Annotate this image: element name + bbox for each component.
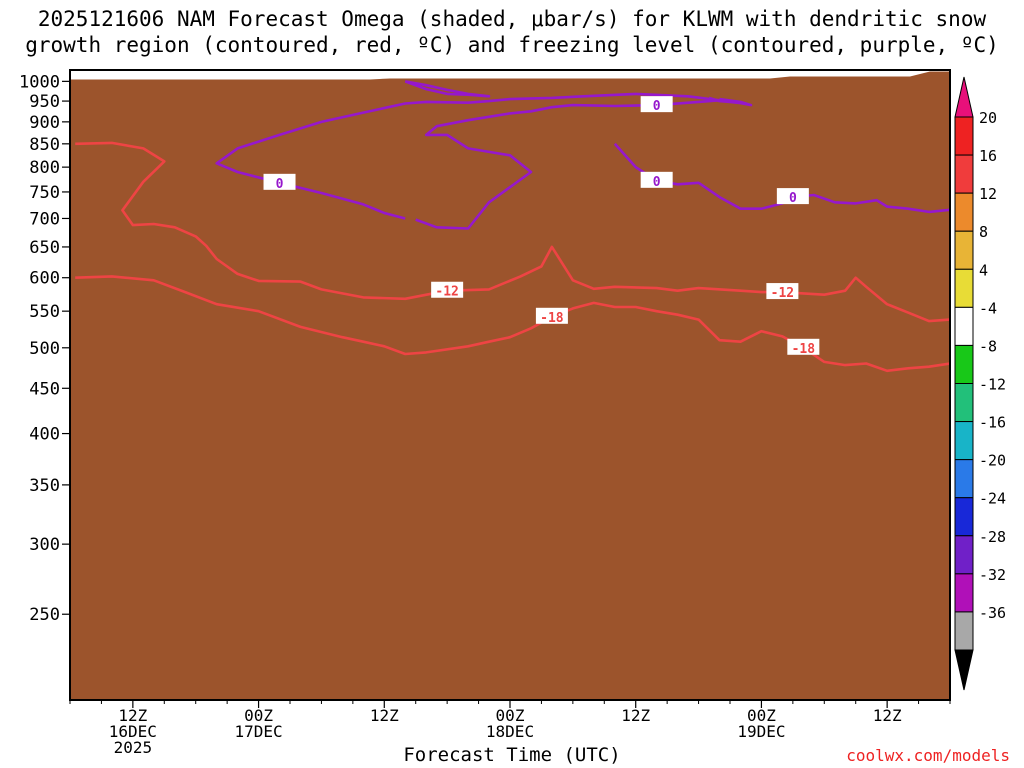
colorbar-bin-8 (954, 421, 974, 461)
colorbar-bin-3 (954, 230, 974, 270)
colorbar: 20 16 12 8 4 -4 -8 -12 -16 -20 -24 -28 -32 -36 (954, 76, 1006, 691)
colorbar-arrow-top (954, 76, 974, 118)
x-tick-label-0-0: 12Z (118, 706, 147, 725)
dgz-label-bg-0-0 (535, 307, 568, 324)
freezing-label-1-1: 0 (789, 191, 797, 206)
freezing-label-1-0: 0 (653, 175, 661, 190)
colorbar-label-9: -20 (979, 452, 1006, 470)
colorbar-label-2: 12 (979, 185, 997, 203)
dgz-label-0-0: -18 (540, 311, 564, 326)
chart-title: 2025121606 NAM Forecast Omega (shaded, μ… (0, 6, 1024, 58)
colorbar-label-6: -8 (979, 337, 997, 355)
dgz-label-1-0: -12 (435, 285, 458, 300)
colorbar-bin-6 (954, 344, 974, 384)
colorbar-bin-7 (954, 383, 974, 423)
terrain-layer (70, 71, 950, 700)
colorbar-bin-10 (954, 497, 974, 537)
y-tick-label-250: 250 (29, 605, 60, 625)
colorbar-label-3: 8 (979, 223, 988, 241)
colorbar-label-12: -32 (979, 566, 1006, 584)
y-tick-label-500: 500 (29, 339, 60, 359)
colorbar-bin-5 (954, 306, 974, 346)
freezing-label-bg-0-1 (640, 96, 673, 113)
x-tick-label-5-0: 00Z (747, 706, 776, 725)
terrain-band (70, 71, 950, 700)
x-tick-label-1-1: 17DEC (234, 722, 282, 741)
y-tick-label-350: 350 (29, 476, 60, 496)
freezing-label-bg-1-1 (776, 188, 809, 205)
freezing-contour-2 (404, 80, 491, 98)
freezing-contour-0 (215, 92, 721, 230)
colorbar-label-4: 4 (979, 261, 988, 279)
x-tick-label-5-1: 19DEC (737, 722, 785, 741)
x-tick-label-4-0: 12Z (621, 706, 650, 725)
dgz-label-1-1: -12 (771, 286, 794, 301)
x-tick-label-6-0: 12Z (873, 706, 902, 725)
colorbar-bin-13 (954, 611, 974, 651)
y-tick-label-450: 450 (29, 379, 60, 399)
dgz-contour-1 (75, 141, 950, 323)
colorbar-label-0: 20 (979, 109, 997, 127)
colorbar-bin-9 (954, 459, 974, 499)
y-tick-label-700: 700 (29, 209, 60, 229)
colorbar-label-13: -36 (979, 604, 1006, 622)
freezing-label-0-0: 0 (276, 177, 284, 192)
y-tick-label-1000: 1000 (19, 72, 60, 92)
colorbar-label-11: -28 (979, 528, 1006, 546)
dgz-label-bg-1-0 (431, 281, 464, 298)
x-tick-label-3-1: 18DEC (486, 722, 534, 741)
freezing-label-bg-0-0 (263, 173, 296, 190)
colorbar-bin-1 (954, 154, 974, 194)
freezing-contour-3 (708, 96, 753, 107)
y-tick-label-800: 800 (29, 158, 60, 178)
colorbar-label-10: -24 (979, 490, 1006, 508)
colorbar-bin-0 (954, 116, 974, 156)
title-line-1: 2025121606 NAM Forecast Omega (shaded, μ… (37, 7, 987, 31)
colorbar-bin-12 (954, 573, 974, 613)
dgz-label-bg-1-1 (766, 283, 799, 300)
y-tick-label-300: 300 (29, 535, 60, 555)
colorbar-label-1: 16 (979, 147, 997, 165)
dgz-contour-0 (75, 275, 950, 373)
colorbar-label-7: -12 (979, 376, 1006, 394)
colorbar-arrow-bottom (954, 649, 974, 691)
colorbar-label-8: -16 (979, 414, 1006, 432)
y-tick-label-400: 400 (29, 425, 60, 445)
colorbar-bin-11 (954, 535, 974, 575)
freezing-label-0-1: 0 (653, 99, 661, 114)
y-tick-label-650: 650 (29, 238, 60, 258)
freezing-label-bg-1-0 (640, 171, 673, 188)
colorbar-label-5: -4 (979, 299, 997, 317)
y-tick-label-900: 900 (29, 113, 60, 133)
colorbar-bin-2 (954, 192, 974, 232)
y-axis: 2503003504004505005506006507007508008509… (19, 72, 70, 625)
dgz-label-0-1: -18 (792, 342, 816, 357)
contour-layer: -18 -18 -12 -12 0 0 0 0 (75, 80, 950, 373)
title-line-2: growth region (contoured, red, ºC) and f… (25, 33, 999, 57)
x-tick-label-0-1: 16DEC (109, 722, 157, 741)
x-tick-label-3-0: 00Z (496, 706, 525, 725)
colorbar-bin-4 (954, 268, 974, 308)
y-tick-label-950: 950 (29, 92, 60, 112)
dgz-label-bg-0-1 (787, 338, 820, 355)
y-tick-label-600: 600 (29, 269, 60, 289)
y-tick-label-750: 750 (29, 183, 60, 203)
y-tick-label-850: 850 (29, 135, 60, 155)
x-tick-label-1-0: 00Z (244, 706, 273, 725)
y-tick-label-550: 550 (29, 302, 60, 322)
x-tick-label-0-2: 2025 (114, 738, 153, 757)
credit-text: coolwx.com/models (846, 746, 1010, 765)
x-axis-label: Forecast Time (UTC) (403, 744, 621, 766)
x-tick-label-2-0: 12Z (370, 706, 399, 725)
